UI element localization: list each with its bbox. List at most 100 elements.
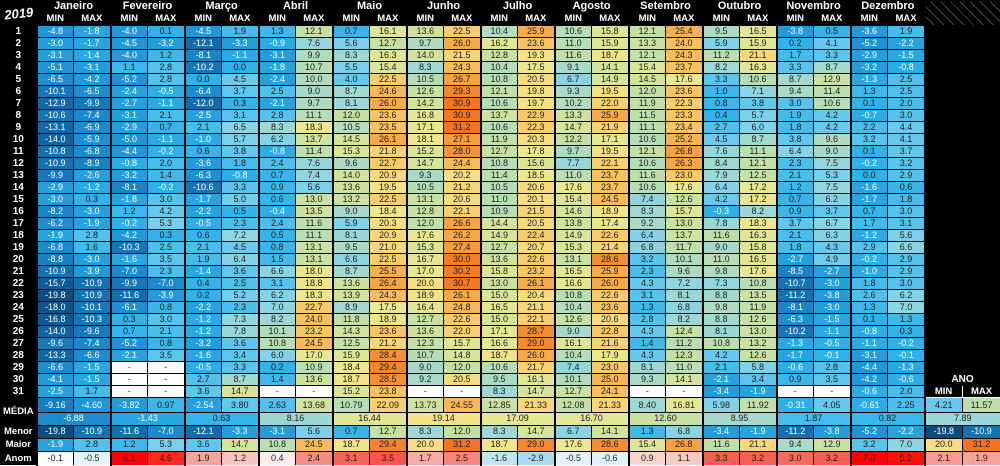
temp-cell: -0.8 xyxy=(257,145,297,159)
temp-cell: 1.3 xyxy=(849,85,889,99)
temp-cell: 22.1 xyxy=(443,205,482,219)
temp-cell: 11.0 xyxy=(553,37,593,51)
temp-cell: 11.0 xyxy=(665,361,704,375)
temp-cell: 10.6 xyxy=(479,121,519,135)
temp-cell: 3.4 xyxy=(221,349,260,363)
temp-cell: 0.8 xyxy=(701,97,741,111)
ano-col-header-max: MAX xyxy=(962,385,1000,399)
temp-cell: 24.5 xyxy=(591,193,630,207)
temp-cell: 4.2 xyxy=(813,121,852,135)
temp-cell: -3.2 xyxy=(849,61,889,75)
temp-cell: 3.0 xyxy=(147,193,186,207)
temp-cell: -0.5 xyxy=(183,361,223,375)
temp-cell: 30.0 xyxy=(443,253,482,267)
temp-cell: 16.6 xyxy=(553,277,593,291)
temp-cell: 6.4 xyxy=(221,253,260,267)
temp-cell: 0.7 xyxy=(775,193,815,207)
temp-cell: 0.7 xyxy=(109,325,149,339)
temp-cell: 10.2 xyxy=(553,97,593,111)
temp-cell: 4.2 xyxy=(701,349,741,363)
temp-cell: 26.0 xyxy=(443,37,482,51)
temp-cell: -10.1 xyxy=(72,301,112,315)
temp-cell: 17.8 xyxy=(517,145,556,159)
temp-cell: 21.7 xyxy=(517,361,556,375)
temp-cell: 14.3 xyxy=(331,325,371,339)
temp-cell: 24.3 xyxy=(369,289,408,303)
temp-cell: 1.6 xyxy=(72,241,112,255)
temp-cell: 18.9 xyxy=(405,289,445,303)
day-label: 23 xyxy=(0,289,37,303)
col-header-min: MIN xyxy=(35,12,74,26)
temp-cell: 19.5 xyxy=(591,145,630,159)
temp-cell: 17.1 xyxy=(479,325,519,339)
temp-cell: -6.5 xyxy=(35,73,74,87)
temp-cell: -0.7 xyxy=(849,109,889,123)
maior-cell: 11.6 xyxy=(701,437,741,452)
temp-cell: 4.5 xyxy=(701,133,741,147)
temp-cell: 10.6 xyxy=(553,24,593,39)
temp-cell: 10.8 xyxy=(701,337,741,351)
temp-cell: 26.1 xyxy=(369,133,408,147)
temp-cell: -1.9 xyxy=(35,229,74,243)
temp-cell: -3.0 xyxy=(72,253,112,267)
temp-cell: -2.1 xyxy=(109,349,149,363)
maior-cell: 21.1 xyxy=(739,437,778,452)
temp-cell: -10.6 xyxy=(183,181,223,195)
col-header-max: MAX xyxy=(665,12,704,26)
temp-cell: 24.5 xyxy=(295,337,334,351)
temp-cell: -3.0 xyxy=(72,205,112,219)
col-header-min: MIN xyxy=(775,12,815,26)
temp-cell: 23.6 xyxy=(369,109,408,123)
temp-cell: 4.3 xyxy=(627,277,667,291)
day-row: 26 -14.0 -9.6 0.7 2.1 -1.2 7.8 10.1 23.2 14.3 23.6… xyxy=(0,325,1000,339)
temp-cell: -3.1 xyxy=(72,61,112,75)
temp-cell: -1.7 xyxy=(775,349,815,363)
temp-cell: 24.1 xyxy=(591,385,630,399)
temp-cell: -2.7 xyxy=(813,265,852,279)
temp-cell: 2.9 xyxy=(887,265,926,279)
empty-cell: - xyxy=(257,385,297,399)
temp-cell: 22.1 xyxy=(517,313,556,327)
menor-cell: 14.7 xyxy=(517,424,556,439)
temp-cell: 5.7 xyxy=(739,109,778,123)
temp-cell: 22.6 xyxy=(591,229,630,243)
temp-cell: 12.6 xyxy=(405,85,445,99)
temp-cell: 14.0 xyxy=(405,49,445,63)
temp-cell: 28.4 xyxy=(369,349,408,363)
temp-cell: -1.9 xyxy=(739,385,778,399)
maior-cell: 3.2 xyxy=(849,437,889,452)
month-header-3: Abril xyxy=(257,0,334,13)
temp-cell: 7.1 xyxy=(739,85,778,99)
day-row: 18 -1.9 2.8 -4.2 0.3 0.6 7.2 0.5 11.1 8.1 20.9 17.6… xyxy=(0,229,1000,243)
temp-cell: 3.2 xyxy=(887,157,926,171)
temp-cell: -16.8 xyxy=(35,313,74,327)
temp-cell: -10.9 xyxy=(72,277,112,291)
temp-cell: 17.6 xyxy=(665,73,704,87)
menor-cell: -3.3 xyxy=(221,424,260,439)
temp-cell: 9.3 xyxy=(553,85,593,99)
empty-cell: - xyxy=(627,385,667,399)
anom-cell: 5.2 xyxy=(887,450,926,466)
temp-cell: 27.1 xyxy=(443,133,482,147)
day-row: 11 -10.8 -6.8 -4.4 -0.2 0.6 3.8 -0.8 11.4 15.3 21.… xyxy=(0,145,1000,159)
temp-cell: 7.8 xyxy=(701,217,741,231)
temp-cell: -14.0 xyxy=(35,325,74,339)
temp-cell: 1.9 xyxy=(221,24,260,39)
temp-cell: -2.1 xyxy=(257,97,297,111)
temp-cell: 20.4 xyxy=(517,289,556,303)
temp-cell: -2.9 xyxy=(109,121,149,135)
temp-cell: 1.2 xyxy=(775,181,815,195)
month-header-10: Novembro xyxy=(775,0,852,13)
temp-cell: 18.1 xyxy=(405,133,445,147)
temp-cell: -6.5 xyxy=(72,85,112,99)
temp-cell: 4.2 xyxy=(701,193,741,207)
temp-cell: 12.1 xyxy=(479,85,519,99)
temp-cell: 9.1 xyxy=(553,61,593,75)
temp-cell: 13.0 xyxy=(479,277,519,291)
temp-cell: 7.9 xyxy=(701,169,741,183)
media-combined-cell: 1.87 xyxy=(775,411,852,426)
temp-cell: 26.1 xyxy=(443,289,482,303)
temp-cell: 7.6 xyxy=(701,145,741,159)
temp-cell: -1.5 xyxy=(72,373,112,387)
temp-cell: 21.9 xyxy=(591,121,630,135)
